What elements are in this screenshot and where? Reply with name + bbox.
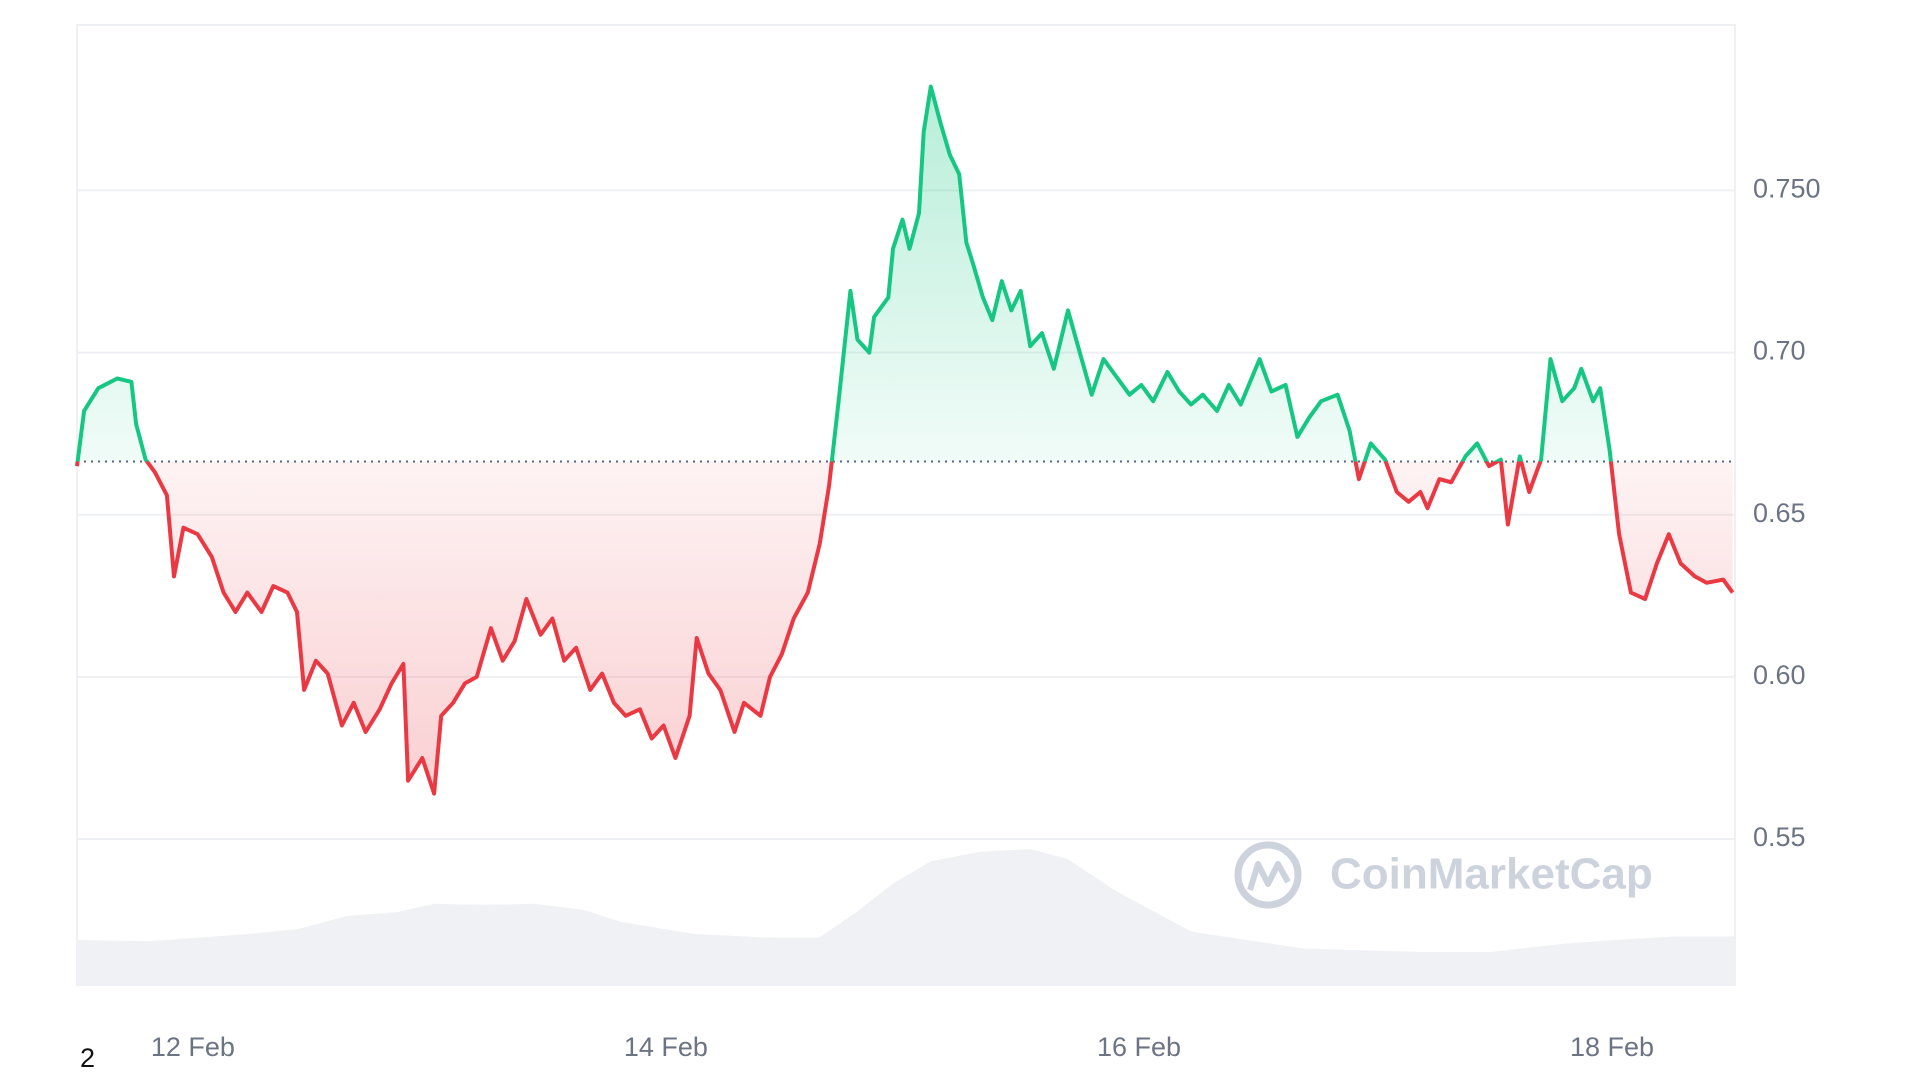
y-tick-label: 0.70: [1753, 336, 1806, 366]
watermark-group: CoinMarketCap: [1234, 841, 1653, 909]
y-tick-label: 0.750: [1753, 174, 1821, 204]
x-tick-label: 18 Feb: [1570, 1032, 1654, 1062]
watermark-logo: [1234, 841, 1302, 909]
price-area: [77, 86, 1733, 794]
watermark-logo-mark: [1247, 861, 1291, 891]
y-tick-label: 0.65: [1753, 498, 1806, 528]
x-tick-label: 16 Feb: [1097, 1032, 1181, 1062]
price-line: [75, 84, 1735, 796]
volume-area: [77, 849, 1735, 985]
footnote: 2: [80, 1043, 95, 1073]
watermark: CoinMarketCap: [1330, 850, 1653, 899]
x-tick-label: 12 Feb: [151, 1032, 235, 1062]
volume-shape: [77, 849, 1735, 985]
y-tick-label: 0.55: [1753, 822, 1806, 852]
x-tick-label: 14 Feb: [624, 1032, 708, 1062]
y-tick-label: 0.60: [1753, 660, 1806, 690]
plot-frame: [76, 24, 1736, 986]
